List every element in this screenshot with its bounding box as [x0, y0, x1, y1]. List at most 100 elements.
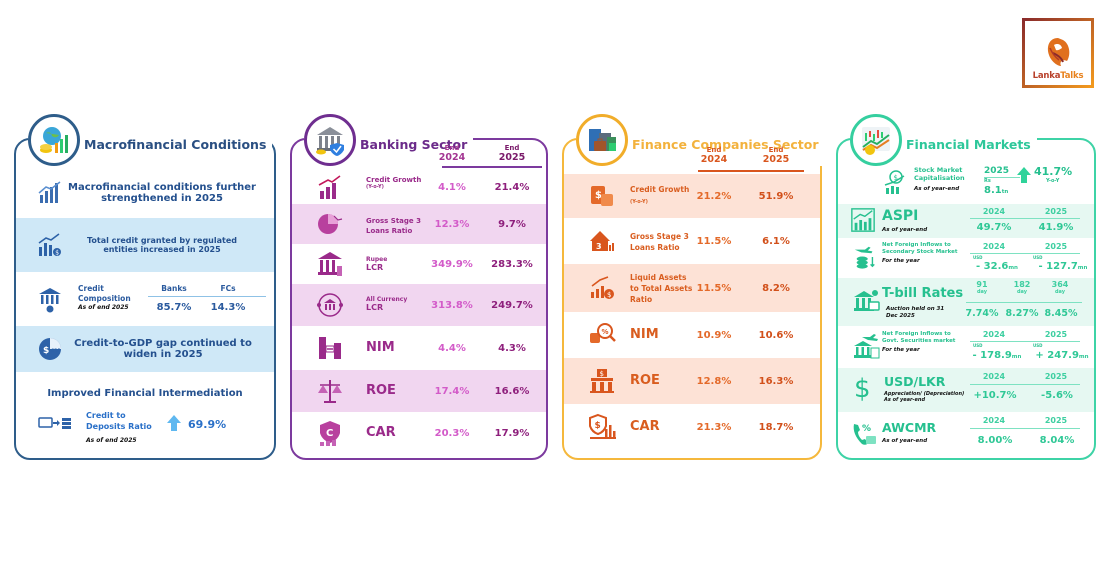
ctd-ratio-note: As of end 2025	[86, 437, 137, 444]
currency-label: USD	[1033, 255, 1043, 260]
treasury-building-icon	[854, 290, 880, 311]
svg-text:%: %	[862, 424, 871, 434]
macrofinancial-panel: Macrofinancial Conditions Macrofinancial…	[14, 114, 276, 460]
globe-chart-icon	[28, 114, 80, 166]
value-2024: 10.9%	[696, 329, 732, 341]
row-label: Credit Growth	[630, 185, 690, 194]
logo-text: LankaTalks	[1032, 71, 1084, 81]
bank-row-nim: NIM 4.4% 4.3%	[292, 326, 546, 370]
tbill-tenor-364: 364 day	[1051, 280, 1069, 295]
row-label: Gross Stage 3 Loans Ratio	[366, 217, 421, 235]
market-cap-row: $ Stock Market Capitalisation As of year…	[838, 162, 1094, 204]
equity-building-icon: $	[590, 369, 614, 393]
market-cap-change-label: Y-o-Y	[1046, 178, 1060, 184]
market-cap-value: 8.1tn	[984, 185, 1009, 196]
lion-icon	[1047, 38, 1070, 66]
svg-text:%: %	[602, 328, 609, 336]
value-2024: 11.5%	[696, 235, 732, 247]
aspi-chart-icon	[851, 208, 875, 232]
office-buildings-icon	[576, 114, 628, 166]
lankatalks-logo[interactable]: LankaTalks	[1022, 18, 1094, 88]
value-2024: 21.3%	[696, 421, 732, 433]
plane-bank-icon	[854, 334, 880, 359]
value-2024: 12.8%	[696, 375, 732, 387]
value-2025: 4.3%	[498, 342, 526, 354]
awcmr-value-2025: 8.04%	[1039, 435, 1075, 446]
col-2024-header: End 2024	[700, 146, 728, 165]
fc-row-liquid-assets: $ Liquid Assets to Total Assets Ratio 11…	[564, 264, 820, 312]
foreign-govt-note: For the year	[882, 347, 920, 353]
value-2025: 9.7%	[498, 218, 526, 230]
value-2025: 21.4%	[494, 181, 530, 193]
tbill-tenor-182: 182 day	[1013, 280, 1031, 295]
foreign-govt-label: Net Foreign Inflows to Govt. Securities …	[882, 331, 956, 344]
fcs-label: FCs	[220, 284, 236, 293]
headline-total-credit: Total credit granted by regulated entiti…	[87, 236, 237, 254]
currency-label: USD	[1033, 343, 1043, 348]
bank-row-all-currency-lcr: All Currency LCR 313.8% 249.7%	[292, 284, 546, 326]
row-label: CAR	[630, 419, 660, 434]
fc-row-gross-stage-3: 3 Gross Stage 3 Loans Ratio 11.5% 6.1%	[564, 218, 820, 264]
aspi-year-2024: 2024	[982, 207, 1006, 216]
awcmr-label: AWCMR	[882, 420, 937, 435]
awcmr-row: % AWCMR As of year-end 2024 2025 8.00% 8…	[838, 412, 1094, 456]
awcmr-year-2024: 2024	[982, 416, 1006, 425]
row-sublabel: LCR	[366, 303, 384, 312]
fc-row-credit-growth: $ Credit Growth (Y-o-Y) 21.2% 51.9%	[564, 174, 820, 218]
banks-label: Banks	[161, 284, 187, 293]
dollar-icon: $	[854, 374, 871, 404]
foreign-secondary-year-2025: 2025	[1044, 242, 1068, 251]
row-label: Rupee	[366, 256, 388, 263]
foreign-govt-value-2025: + 247.9mn	[1035, 350, 1089, 361]
divider	[970, 341, 1080, 342]
pie-decline-icon	[318, 214, 343, 234]
foreign-secondary-row: Net Foreign Inflows to Secondary Stock M…	[838, 238, 1094, 278]
value-2024: 11.5%	[696, 282, 732, 294]
cash-to-deposit-icon	[38, 417, 71, 429]
svg-text:$: $	[595, 190, 602, 201]
aspi-row: ASPI As of year-end 2024 2025 49.7% 41.9…	[838, 204, 1094, 238]
foreign-secondary-note: For the year	[882, 258, 920, 264]
tbill-row: T-bill Rates Auction held on 31 Dec 2025…	[838, 278, 1094, 326]
svg-text:$: $	[894, 174, 898, 182]
value-2024: 4.1%	[438, 181, 466, 193]
financial-markets-panel: Financial Markets $ Stock Market Capital…	[836, 114, 1096, 460]
svg-text:3: 3	[596, 242, 602, 251]
awcmr-note: As of year-end	[882, 438, 928, 444]
house-decline-icon: 3	[590, 231, 614, 251]
row-label: NIM	[630, 327, 659, 342]
bank-shield-icon	[304, 114, 356, 166]
tbill-value-182: 8.27%	[1005, 308, 1039, 319]
value-2024: 20.3%	[434, 427, 470, 439]
growth-bars-icon	[318, 175, 341, 199]
panel-title: Financial Markets	[906, 136, 1031, 152]
liquidity-growth-icon: $	[591, 276, 614, 299]
capital-shield-icon: C	[320, 421, 340, 446]
credit-chart-icon: $	[38, 233, 61, 257]
bank-row-roe: ROE 17.4% 16.6%	[292, 370, 546, 412]
value-2024: 17.4%	[434, 385, 470, 397]
row-label: All Currency	[366, 296, 408, 303]
foreign-govt-value-2024: - 178.9mn	[972, 350, 1022, 361]
headline-macro-strengthened: Macrofinancial conditions further streng…	[68, 182, 256, 204]
credit-composition-note: As of end 2025	[78, 304, 129, 311]
tbill-value-364: 8.45%	[1044, 308, 1078, 319]
fcs-value: 14.3%	[210, 302, 246, 313]
aspi-year-2025: 2025	[1044, 207, 1068, 216]
header-divider	[442, 166, 542, 168]
value-2024: 12.3%	[434, 218, 470, 230]
foreign-secondary-label: Net Foreign Inflows to Secondary Stock M…	[882, 242, 958, 255]
col-2025-header: End 2025	[762, 146, 790, 165]
row-label: ROE	[630, 373, 660, 388]
value-2025: 249.7%	[491, 299, 533, 311]
svg-text:$: $	[55, 250, 59, 257]
foreign-secondary-year-2024: 2024	[982, 242, 1006, 251]
foreign-secondary-value-2024: - 32.6mn	[976, 261, 1018, 272]
svg-text:$: $	[607, 291, 611, 299]
value-2024: 313.8%	[431, 299, 473, 311]
row-sublabel: (Y-o-Y)	[630, 199, 648, 205]
intermediation-title: Improved Financial Intermediation	[47, 388, 243, 399]
tbill-tenor-91: 91 day	[976, 280, 988, 295]
panel-title: Macrofinancial Conditions	[84, 136, 267, 152]
divider	[970, 384, 1080, 385]
